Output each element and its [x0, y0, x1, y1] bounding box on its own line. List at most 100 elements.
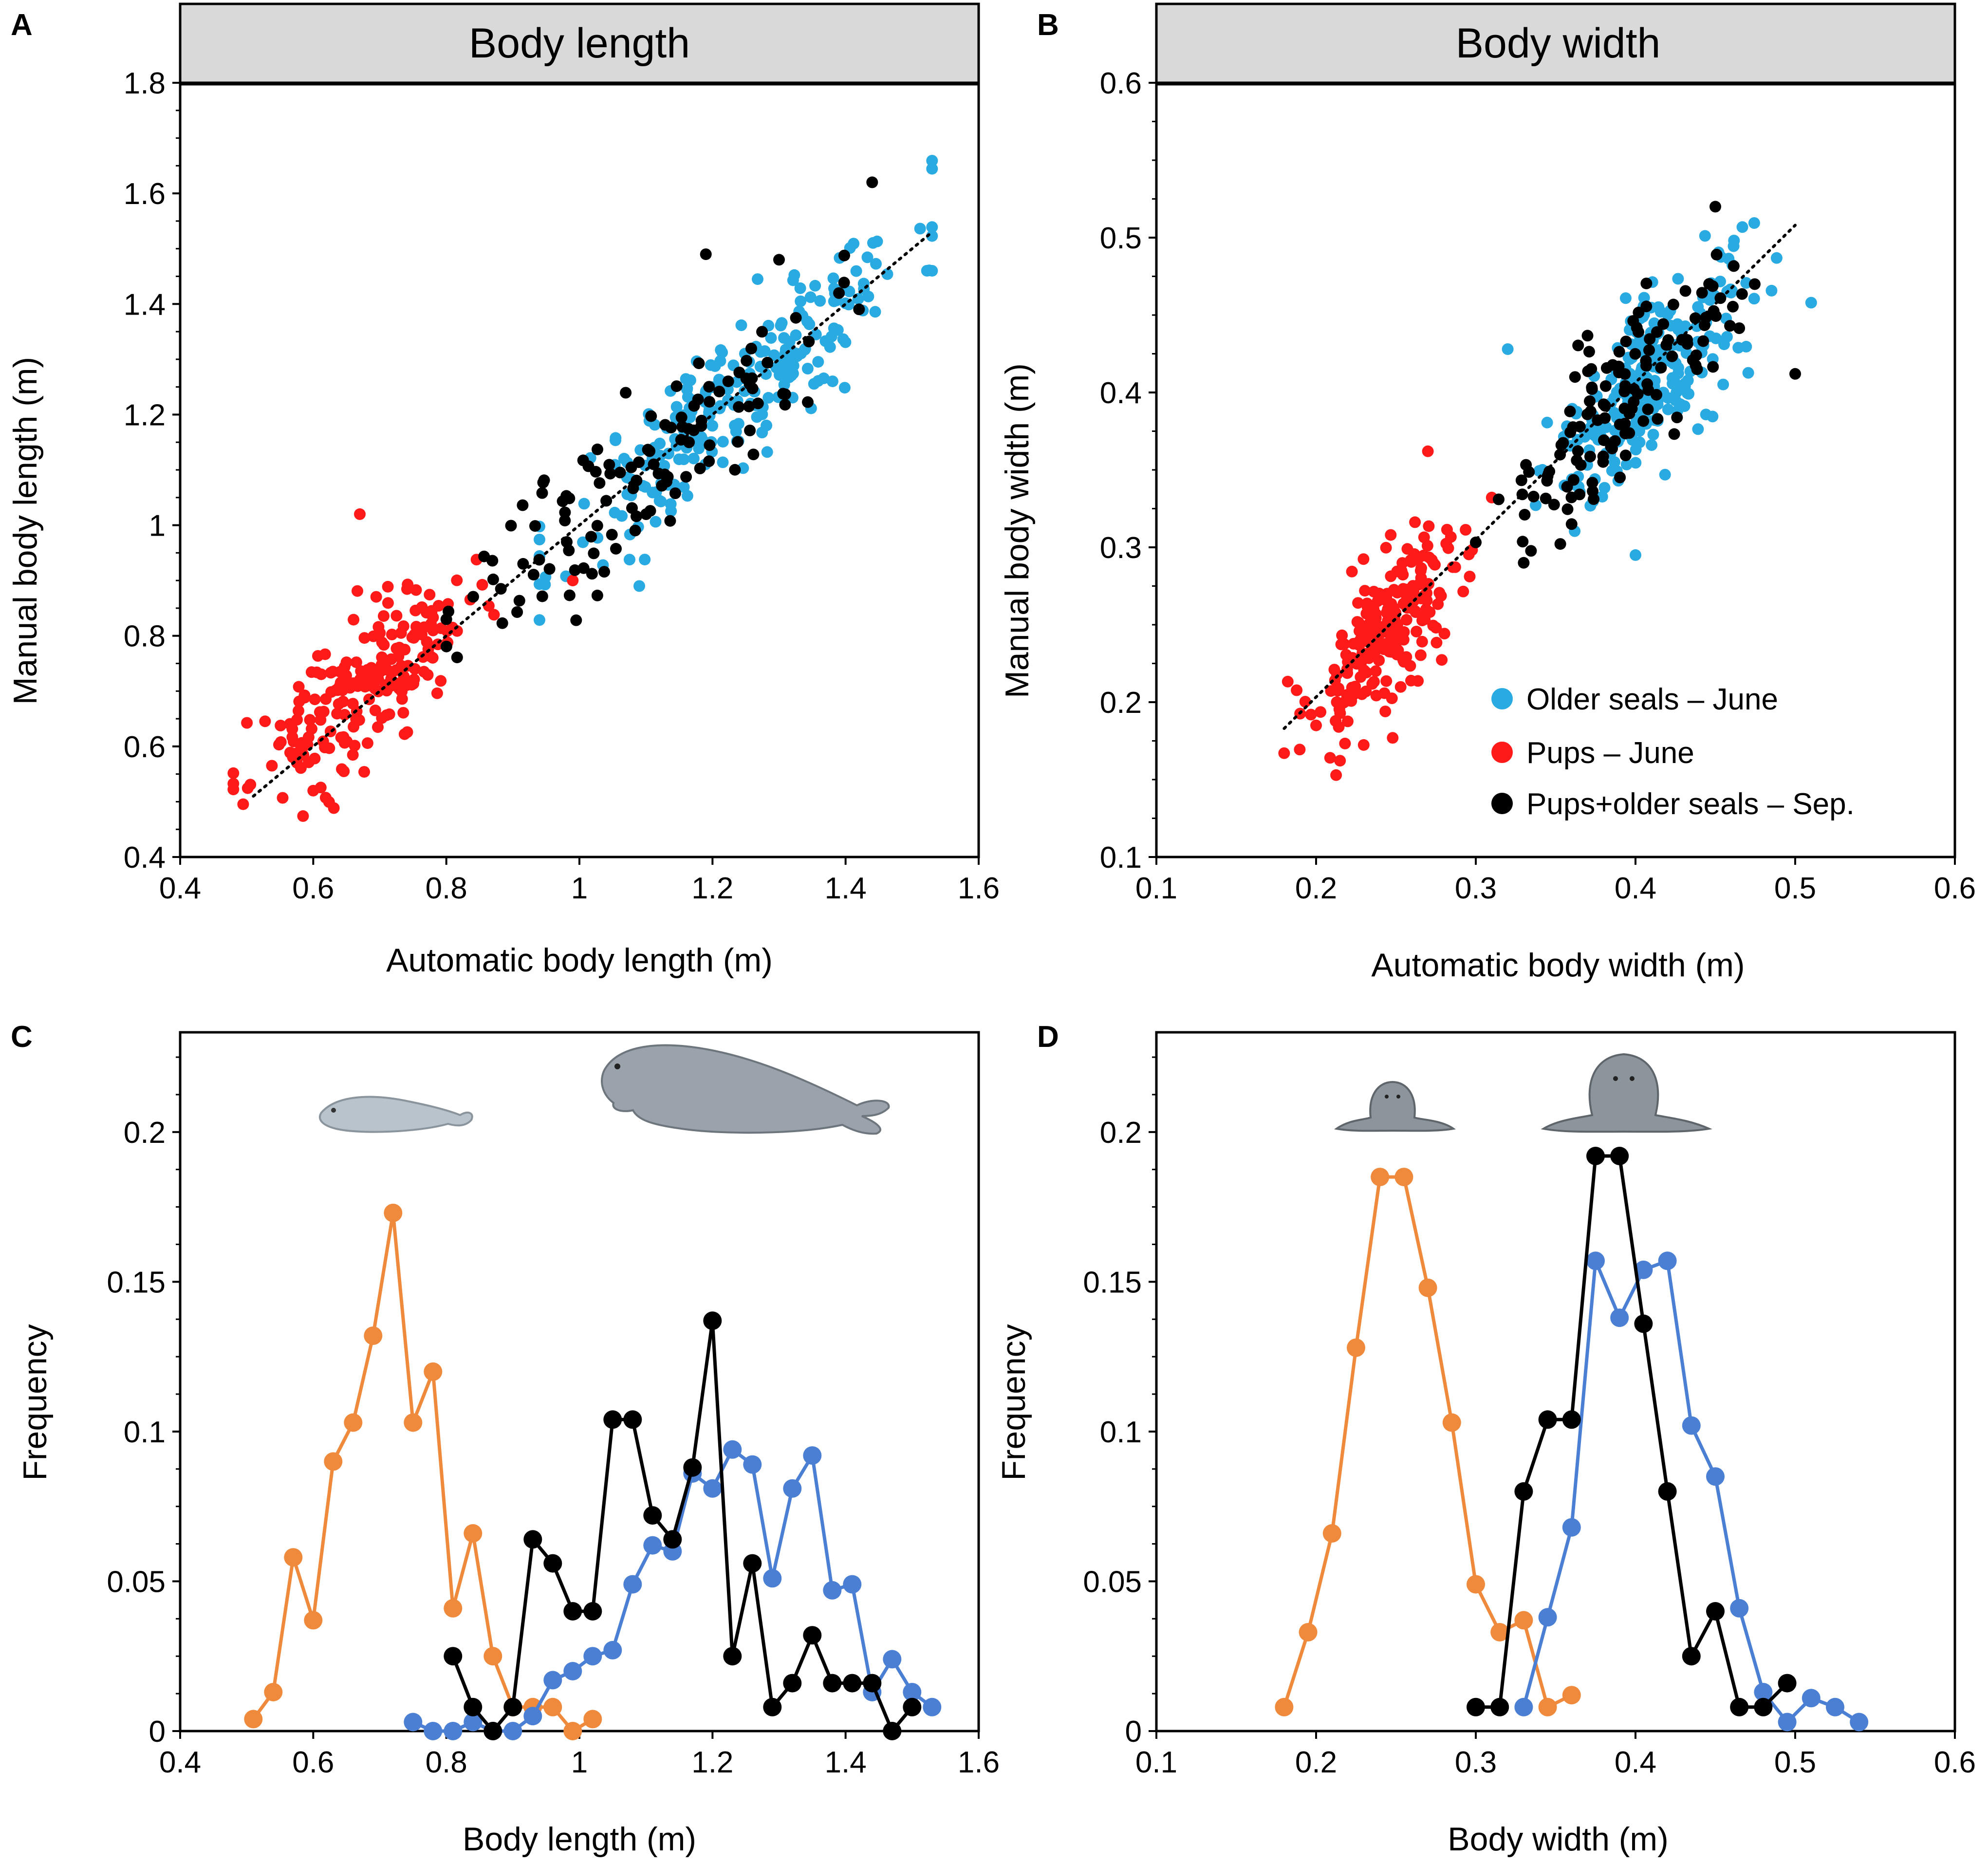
reference-line	[1282, 224, 1797, 730]
series-point	[1586, 1147, 1605, 1165]
scatter-point	[1515, 474, 1527, 486]
scatter-point	[1388, 605, 1400, 617]
scatter-point	[773, 254, 785, 266]
scatter-point	[372, 721, 384, 733]
scatter-point	[1690, 349, 1702, 361]
scatter-point	[1325, 685, 1337, 697]
scatter-point	[609, 506, 621, 519]
scatter-point	[559, 515, 571, 526]
series-point	[903, 1697, 922, 1716]
scatter-point	[421, 636, 433, 648]
panel-letter-a: A	[11, 8, 33, 42]
scatter-point	[1699, 230, 1711, 242]
scatter-point	[1385, 529, 1397, 541]
scatter-point	[683, 436, 695, 448]
scatter-point	[1334, 707, 1346, 719]
scatter-point	[577, 454, 589, 466]
scatter-point	[695, 431, 707, 443]
scatter-point	[1613, 346, 1625, 358]
scatter-point	[1527, 490, 1540, 503]
scatter-point	[688, 400, 700, 412]
y-tick-label: 0.05	[107, 1565, 166, 1599]
series-point	[1682, 1647, 1701, 1666]
scatter-point	[350, 656, 362, 669]
series-point	[464, 1697, 483, 1716]
scatter-point	[227, 778, 240, 790]
series-point	[683, 1458, 702, 1477]
scatter-point	[1430, 622, 1442, 634]
scatter-point	[390, 610, 403, 622]
scatter-point	[1331, 668, 1343, 680]
series-point	[623, 1410, 642, 1429]
series-point	[583, 1602, 602, 1621]
scatter-point	[408, 632, 420, 644]
scatter-point	[866, 176, 878, 188]
scatter-point	[1696, 287, 1708, 299]
scatter-point	[1554, 538, 1566, 550]
series-point	[404, 1713, 423, 1732]
series-point	[1730, 1599, 1749, 1618]
scatter-point	[487, 573, 499, 585]
scatter-point	[397, 707, 409, 719]
x-tick-label: 0.8	[426, 1746, 467, 1779]
scatter-point	[752, 273, 763, 285]
scatter-point	[536, 590, 548, 602]
scatter-point	[705, 359, 717, 371]
scatter-point	[1583, 346, 1595, 358]
scatter-point	[1643, 344, 1655, 356]
scatter-point	[1765, 284, 1778, 297]
scatter-point	[1598, 434, 1610, 447]
panel-b-scatter: 0.1 0.2 0.3 0.4 0.5 0.6 0.1 0.2 0.3 0.4 0.5 0.6	[1100, 67, 1976, 905]
x-tick-label: 0.3	[1455, 1746, 1497, 1779]
x-tick-label: 0.5	[1774, 1746, 1816, 1779]
scatter-point	[570, 614, 582, 626]
adult-seal-front-icon	[1541, 1053, 1712, 1133]
scatter-point	[861, 251, 873, 263]
scatter-point	[1419, 613, 1431, 625]
scatter-point	[307, 784, 319, 797]
scatter-point	[704, 439, 716, 451]
series-point	[1850, 1713, 1869, 1732]
scatter-point	[1724, 320, 1736, 332]
scatter-point	[529, 520, 541, 532]
scatter-point	[577, 562, 590, 574]
scatter-point	[569, 564, 581, 576]
reference-line	[252, 230, 934, 798]
scatter-point	[354, 677, 367, 690]
scatter-point	[760, 368, 772, 380]
scatter-point	[563, 589, 576, 601]
scatter-point	[1341, 715, 1354, 727]
scatter-point	[408, 673, 420, 686]
series-point	[583, 1647, 602, 1666]
series-point	[244, 1710, 263, 1729]
scatter-point	[824, 341, 836, 353]
scatter-point	[606, 529, 618, 541]
scatter-point	[284, 746, 296, 759]
series-point	[1706, 1602, 1725, 1621]
line-series	[1467, 1147, 1797, 1716]
scatter-point	[717, 436, 729, 448]
series-point	[1562, 1518, 1581, 1537]
scatter-point	[852, 293, 864, 305]
x-axis-label-c: Body length (m)	[463, 1821, 696, 1858]
scatter-point	[745, 342, 757, 354]
scatter-point	[296, 737, 308, 749]
scatter-point	[1619, 449, 1632, 462]
series-point	[444, 1599, 463, 1618]
scatter-point	[328, 802, 340, 814]
scatter-point	[527, 569, 539, 581]
scatter-point	[1648, 317, 1660, 329]
scatter-point	[729, 420, 741, 431]
scatter-point	[1418, 578, 1430, 590]
scatter-point	[1689, 312, 1701, 324]
scatter-point	[652, 467, 665, 480]
scatter-point	[1640, 355, 1652, 367]
scatter-point	[378, 639, 390, 651]
series-point	[1322, 1524, 1341, 1543]
scatter-point	[765, 332, 777, 344]
scatter-point	[1438, 628, 1450, 640]
scatter-point	[665, 498, 677, 510]
series-point	[843, 1674, 862, 1693]
scatter-point	[713, 386, 725, 398]
